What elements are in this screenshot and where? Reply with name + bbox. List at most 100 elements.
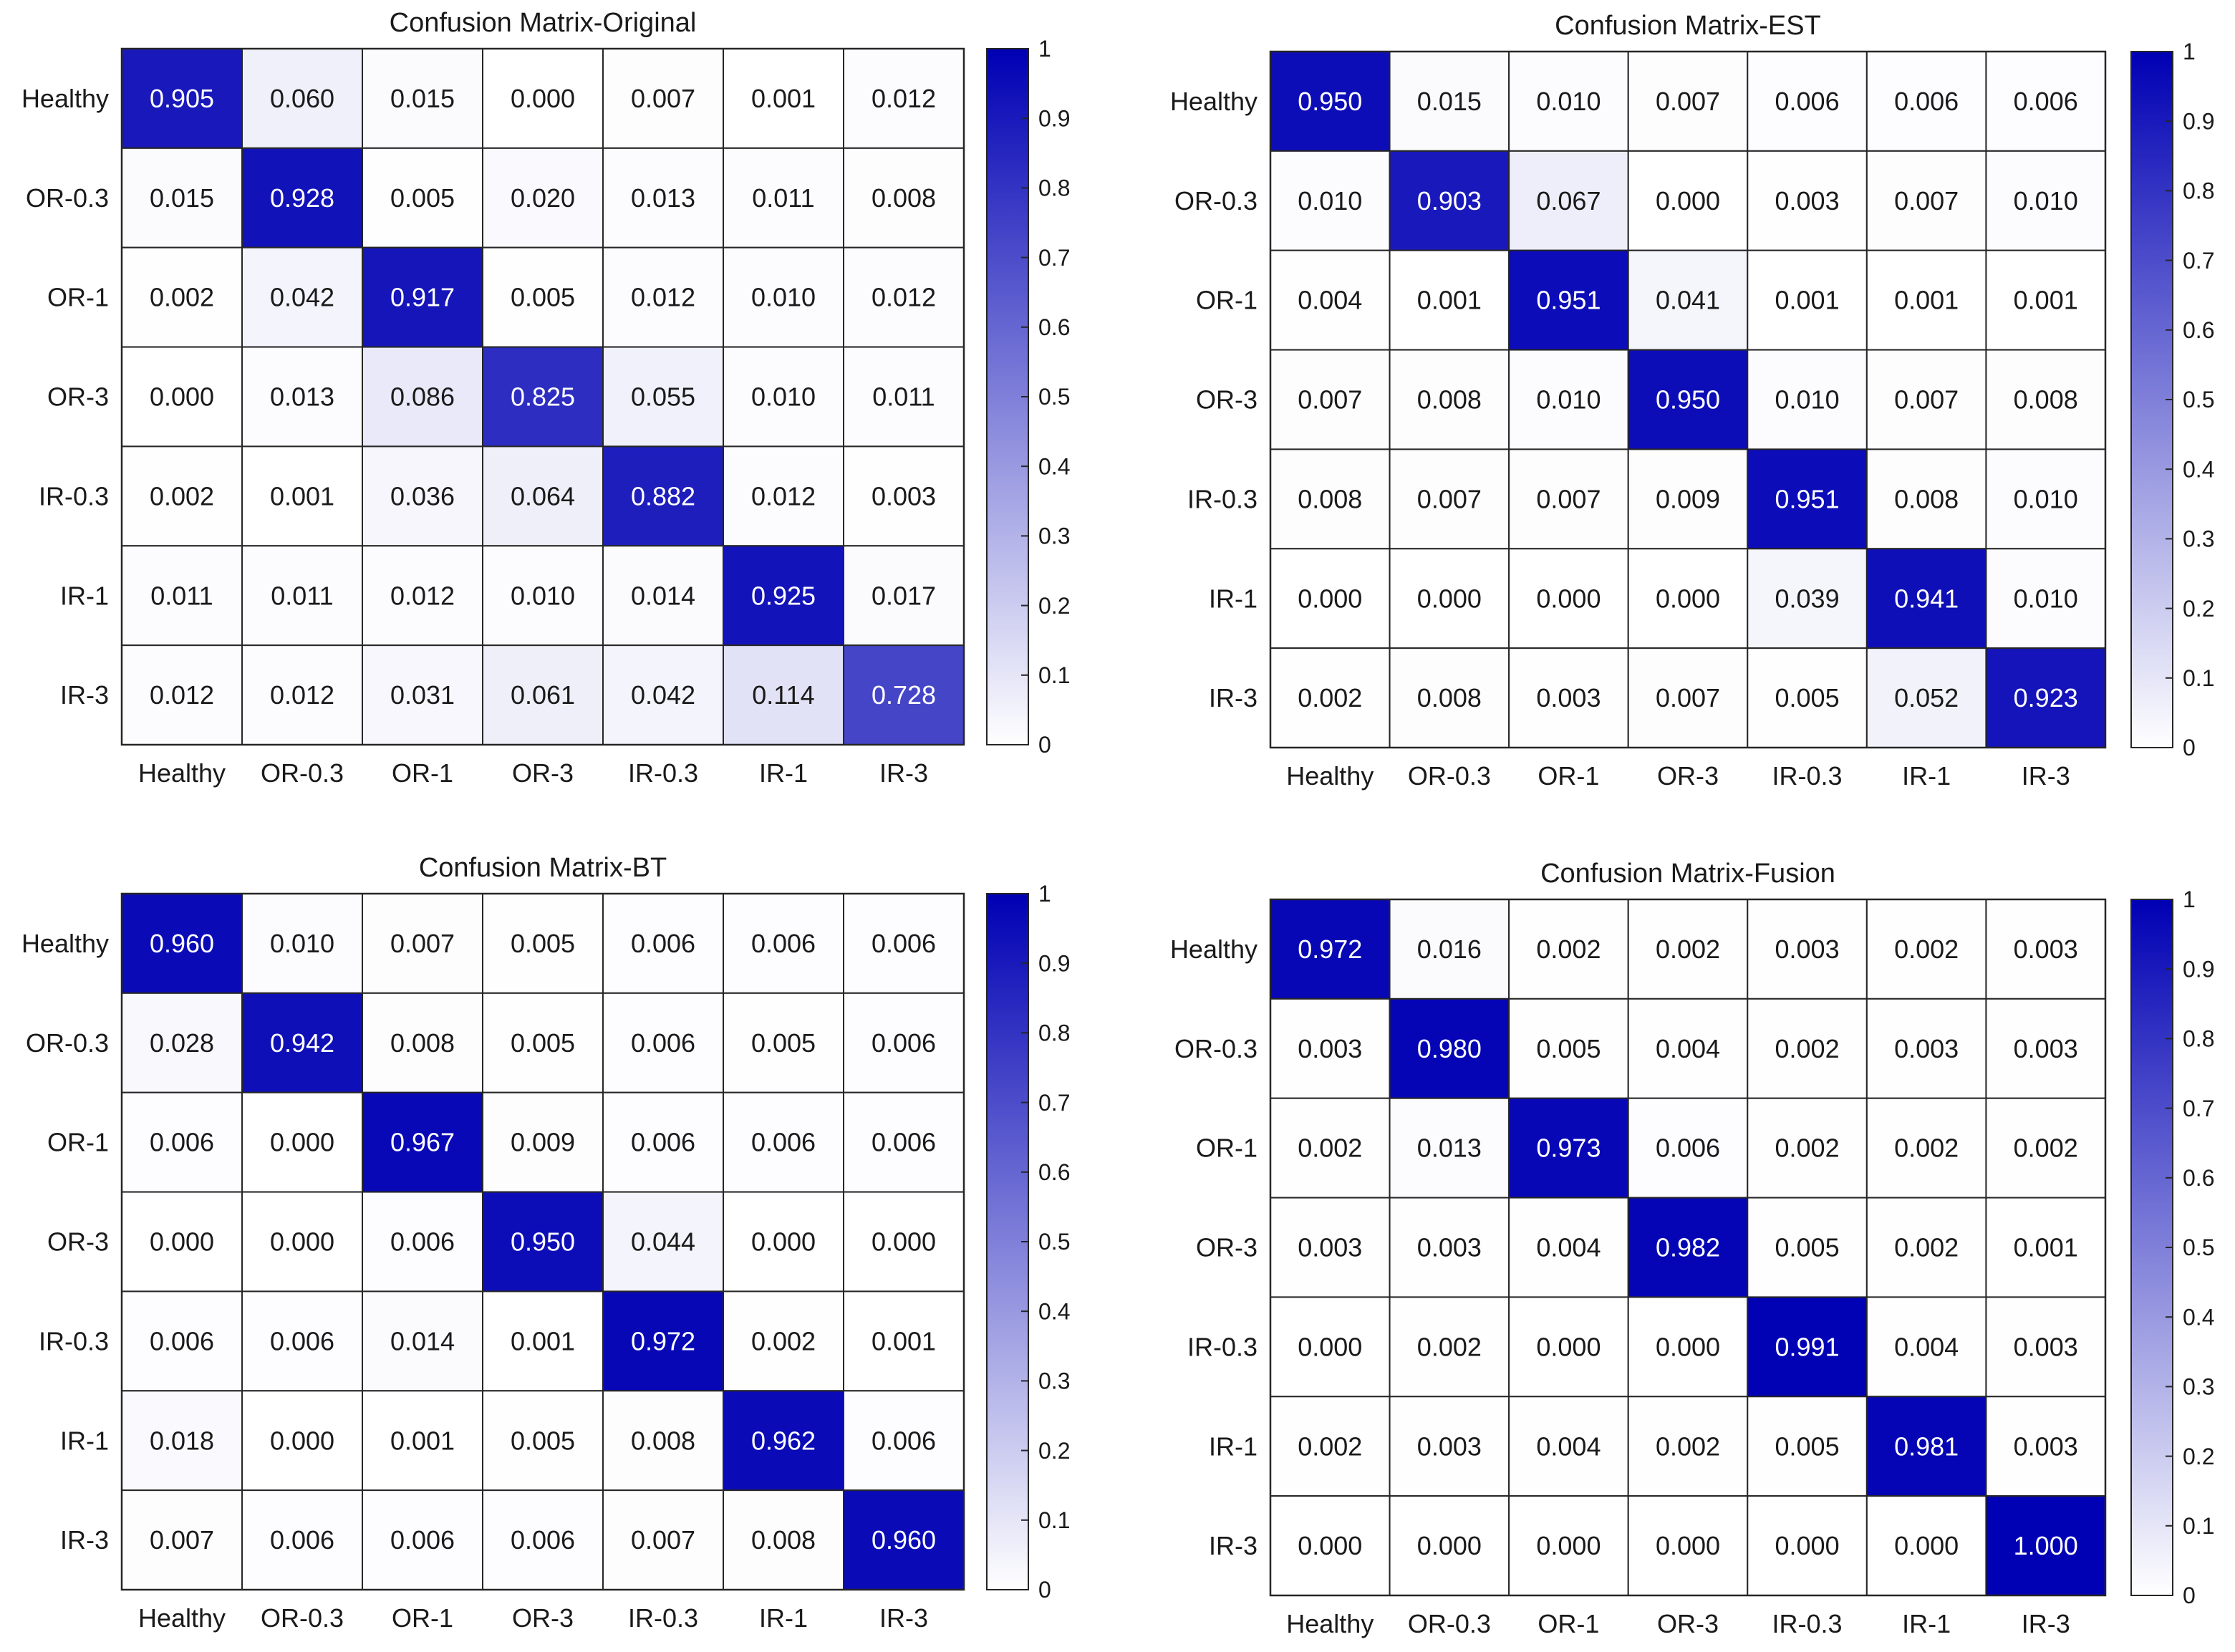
heatmap-cell [1985,1495,2106,1596]
cell-value-label: 0.006 [872,1028,936,1058]
row-tick-label: OR-3 [1196,385,1258,415]
row-tick-label: Healthy [1170,87,1258,116]
heatmap-cell [1865,998,1987,1099]
row-tick-label: IR-3 [1209,683,1258,713]
cell-value-label: 0.002 [2014,1134,2078,1163]
heatmap-cell [1865,249,1987,351]
colorbar-tick-label: 0.6 [2183,1165,2214,1191]
cell-value-label: 0.000 [1775,1531,1840,1560]
heatmap-cell [1508,349,1629,450]
colorbar-tick-label: 1 [2183,39,2196,64]
heatmap-cell [1389,647,1510,749]
column-tick-label: IR-0.3 [628,758,698,788]
column-tick-label: IR-0.3 [628,1603,698,1633]
column-tick-label: IR-1 [759,1603,808,1633]
heatmap-cell [1270,1495,1391,1596]
colorbar-tick-label: 0.2 [2183,596,2214,622]
heatmap-cell [241,246,363,348]
heatmap-cell [1865,899,1987,1000]
heatmap-cell [121,1290,243,1392]
colorbar-tick-label: 0.8 [2183,1026,2214,1052]
colorbar-tick-label: 0.1 [2183,1513,2214,1539]
heatmap-cell [1270,1097,1391,1199]
cell-value-label: 0.005 [1775,1233,1840,1262]
heatmap-cell [1865,448,1987,550]
cell-value-label: 0.000 [1656,584,1720,613]
cell-value-label: 0.002 [1298,1431,1362,1461]
cell-value-label: 0.007 [1417,484,1482,513]
cell-value-label: 0.951 [1775,484,1840,513]
cell-value-label: 0.006 [2014,87,2078,116]
cell-value-label: 0.002 [1775,1134,1840,1163]
heatmap-cell [241,893,363,994]
heatmap-cell [482,644,604,746]
column-tick-label: IR-1 [759,758,808,788]
cell-value-label: 0.000 [751,1227,816,1257]
heatmap-cell [482,48,604,149]
heatmap-cell [362,147,483,248]
cell-value-label: 0.010 [270,929,334,958]
cell-value-label: 0.005 [511,1426,575,1455]
heatmap-cell [1985,1097,2106,1199]
cell-value-label: 0.010 [2014,584,2078,613]
heatmap-cell [121,346,243,448]
colorbar-tick-label: 0.8 [1038,1020,1070,1046]
column-tick-label: IR-0.3 [1772,1609,1843,1638]
heatmap-cell [843,1191,965,1293]
colorbar-tick-label: 0.3 [1038,1368,1070,1394]
cell-value-label: 0.013 [1417,1134,1482,1163]
cell-value-label: 0.015 [150,183,214,213]
cell-value-label: 0.006 [1775,87,1840,116]
column-tick-label: OR-0.3 [1408,1609,1491,1638]
heatmap-cell [1389,998,1510,1099]
cell-value-label: 0.001 [390,1426,455,1455]
colorbar-tick-label: 0 [1038,732,1051,758]
colorbar-tick-label: 0.6 [1038,314,1070,340]
heatmap-cell [1627,1197,1749,1298]
heatmap-cell [1389,1296,1510,1398]
heatmap-cell [1270,899,1391,1000]
heatmap-cell [362,644,483,746]
heatmap-cell [1389,1396,1510,1497]
heatmap-cell [482,346,604,448]
cell-value-label: 0.825 [511,382,575,412]
cell-value-label: 0.000 [270,1128,334,1157]
heatmap-cell [1865,150,1987,251]
cell-value-label: 0.006 [872,1426,936,1455]
column-tick-label: IR-3 [879,1603,928,1633]
cell-value-label: 0.981 [1894,1431,1959,1461]
cell-value-label: 0.928 [270,183,334,213]
column-tick-label: Healthy [1286,761,1374,791]
heatmap-cell [482,1489,604,1590]
heatmap-cell [843,346,965,448]
cell-value-label: 0.008 [631,1426,695,1455]
cell-value-label: 0.012 [631,283,695,312]
heatmap-cell [1389,51,1510,152]
heatmap-cell [1270,150,1391,251]
heatmap-cell [482,893,604,994]
cell-value-label: 0.000 [270,1227,334,1257]
cell-value-label: 0.012 [270,680,334,710]
cell-value-label: 0.002 [751,1326,816,1356]
heatmap-cell [843,246,965,348]
heatmap-cell [1389,1495,1510,1596]
cell-value-label: 0.003 [1775,186,1840,216]
heatmap-cell [241,1489,363,1590]
colorbar-tick-label: 0.4 [1038,453,1070,479]
cell-value-label: 0.002 [150,283,214,312]
cell-value-label: 0.008 [872,183,936,213]
column-tick-label: OR-1 [1538,761,1599,791]
cell-value-label: 0.002 [1656,1431,1720,1461]
colorbar-tick-label: 0.3 [1038,523,1070,549]
heatmap-cell [362,445,483,547]
cell-value-label: 0.006 [872,1128,936,1157]
cell-value-label: 0.031 [390,680,455,710]
cell-value-label: 0.004 [1656,1034,1720,1063]
cell-value-label: 0.008 [390,1028,455,1058]
cell-value-label: 0.039 [1775,584,1840,613]
heatmap-cell [843,445,965,547]
cell-value-label: 0.005 [1536,1034,1601,1063]
heatmap-cell [723,644,844,746]
colorbar-tick-label: 0.3 [2183,526,2214,552]
cell-value-label: 0.905 [150,84,214,113]
